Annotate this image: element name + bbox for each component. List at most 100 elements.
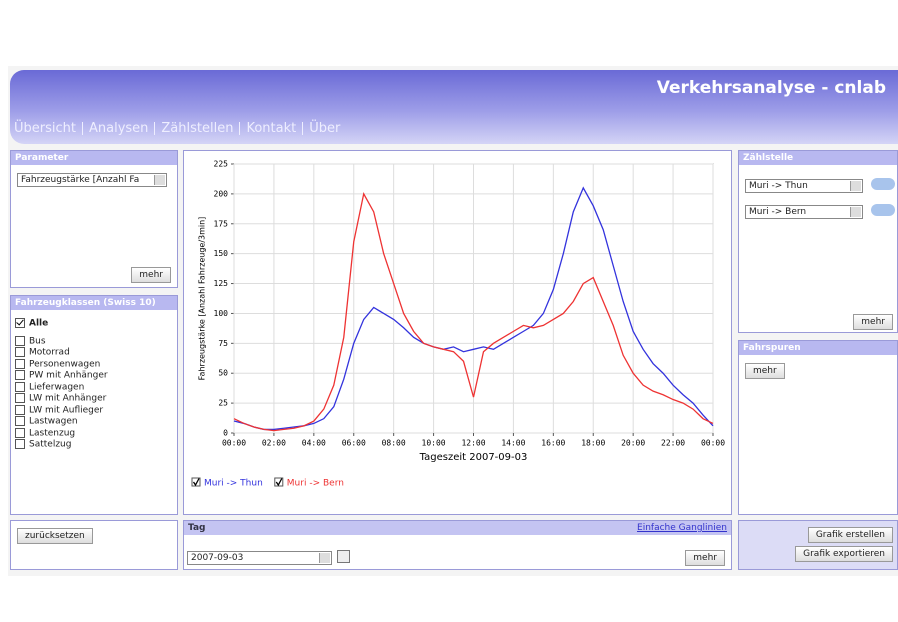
label: LW mit Anhänger [29,393,107,404]
y-tick-label: 150 [214,249,229,258]
class-item: LW mit Auflieger [15,404,177,417]
classes-panel: Fahrzeugklassen (Swiss 10) Alle Bus Motorr… [10,295,178,515]
title: Tag [188,523,206,533]
chart: 0 25 50 75 100 125 150 175 200 225 00:00 02:00 04:00… [191,160,725,489]
y-tick-label: 200 [214,189,229,198]
y-axis-label: Fahrzeugstärke [Anzahl Fahrzeuge/3min] [198,217,207,381]
button[interactable]: mehr [853,314,893,330]
checkbox[interactable] [15,439,25,449]
class-item: Personenwagen [15,358,177,371]
x-tick-label: 00:00 [222,439,246,448]
counter-select[interactable]: Muri -> Bern [745,205,863,219]
x-tick-label: 02:00 [262,439,286,448]
parameter-select[interactable]: Fahrzeugstärke [Anzahl Fa [17,173,167,187]
class-item: Alle [15,318,177,330]
label: Lieferwagen [29,382,85,392]
link[interactable]: Einfache Ganglinien [637,523,727,533]
counter-select[interactable]: Muri -> Thun [745,179,863,193]
y-tick-label: 25 [218,399,228,408]
nav-link[interactable]: Über [302,122,346,135]
date-input[interactable]: 2007-09-03 [187,551,332,565]
button[interactable]: mehr [131,267,171,283]
header [10,70,898,144]
actions-panel: Grafik erstellen Grafik exportieren [738,520,898,570]
x-tick-label: 12:00 [461,439,485,448]
nav-link[interactable]: Kontakt [239,122,302,135]
checkbox[interactable] [15,427,25,438]
lanes-panel: Fahrspuren mehr [738,340,898,515]
x-tick-label: 22:00 [661,439,685,448]
panel-title: Fahrzeugklassen (Swiss 10) [11,296,177,310]
checkbox[interactable] [15,404,25,415]
legend-item[interactable]: Muri -> Thun [191,477,263,489]
calendar-icon[interactable] [337,550,350,563]
x-tick-label: 14:00 [501,439,525,448]
legend-label: Muri -> Bern [287,479,344,489]
series-line [233,192,714,432]
x-tick-label: 16:00 [541,439,565,448]
class-item: Motorrad [15,347,177,359]
y-tick-label: 0 [223,429,228,438]
checkbox[interactable] [15,370,25,380]
button[interactable]: Grafik erstellen [807,527,893,543]
x-tick-label: 04:00 [302,439,326,448]
checkbox[interactable] [15,416,25,426]
label: Sattelzug [29,439,72,450]
nav-link[interactable]: Übersicht [14,121,76,136]
x-tick-label: 18:00 [581,439,605,448]
class-item: Bus [15,335,177,348]
check [275,478,283,487]
button[interactable]: Grafik exportieren [795,546,893,562]
nav-link[interactable]: Zählstellen [154,122,239,135]
chart-panel: 0 25 50 75 100 125 150 175 200 225 00:00 02:00 04:00… [183,150,732,515]
class-item: Lieferwagen [15,381,177,394]
legend-label: Muri -> Thun [204,479,263,489]
label: Motorrad [29,347,70,358]
x-tick-label: 20:00 [621,439,645,448]
map-icon [871,204,895,216]
site-title: Verkehrsanalyse - cnlab [656,78,886,98]
checkbox[interactable] [15,381,25,392]
checkbox[interactable] [15,318,25,328]
panel-title: Parameter [11,151,177,165]
map-icon [871,178,895,190]
reset-panel: zurücksetzen [10,520,178,570]
label: Alle [29,318,49,329]
nav-link[interactable]: Analysen [81,122,154,135]
checkbox [191,477,201,487]
check [192,478,200,487]
y-tick-label: 50 [218,369,228,378]
y-tick-label: 225 [214,160,229,169]
y-tick-label: 125 [214,279,229,288]
panel-title: Tag Einfache Ganglinien [184,521,731,535]
nav: Übersicht Analysen Zählstellen Kontakt Über [14,122,346,135]
label: LW mit Auflieger [29,405,104,415]
class-item: Lastenzug [15,427,177,440]
parameter-panel: Parameter Fahrzeugstärke [Anzahl Fa mehr [10,150,178,288]
x-tick-label: 08:00 [382,439,406,448]
class-item: PW mit Anhänger [15,370,177,382]
label: Bus [29,336,46,346]
checkbox[interactable] [15,358,25,369]
checkbox[interactable] [15,347,25,357]
checkbox[interactable] [15,335,25,346]
x-tick-label: 06:00 [342,439,366,448]
x-axis-label: Tageszeit 2007-09-03 [419,452,528,463]
button[interactable]: mehr [745,363,785,379]
day-panel: Tag Einfache Ganglinien 2007-09-03 mehr [183,520,732,570]
checkbox [274,477,284,487]
counter-panel: Zählstelle Muri -> Thun Muri -> Bern mehr [738,150,898,333]
x-tick-label: 00:00 [701,439,725,448]
legend-item[interactable]: Muri -> Bern [274,477,344,489]
label: Lastwagen [29,416,78,427]
button[interactable]: mehr [685,550,725,566]
checkbox[interactable] [15,393,25,403]
button[interactable]: zurücksetzen [17,528,93,544]
class-item: Sattelzug [15,439,177,451]
panel-title: Fahrspuren [739,341,897,355]
panel-title: Zählstelle [739,151,897,165]
y-tick-label: 175 [214,219,229,228]
class-item: LW mit Anhänger [15,393,177,405]
y-tick-label: 75 [218,339,228,348]
